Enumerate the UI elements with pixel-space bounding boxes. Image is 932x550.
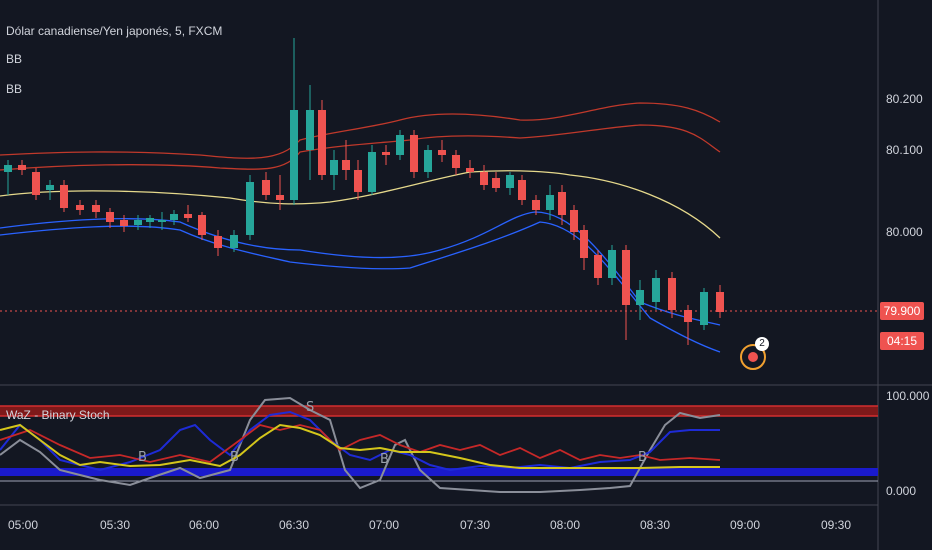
time-label: 06:00	[188, 518, 220, 532]
candle-body[interactable]	[214, 236, 222, 248]
candle-body[interactable]	[622, 250, 630, 305]
candle-body[interactable]	[92, 205, 100, 212]
candle-body[interactable]	[106, 212, 114, 222]
time-label: 07:30	[459, 518, 491, 532]
oscillator-title[interactable]: WaZ - Binary Stoch	[6, 408, 110, 422]
stoch-slow-line	[0, 396, 721, 493]
alert-badge[interactable]: 2	[740, 337, 769, 370]
candle-body[interactable]	[134, 220, 142, 225]
candle-body[interactable]	[342, 160, 350, 170]
time-label: 05:30	[99, 518, 131, 532]
time-label: 09:30	[820, 518, 852, 532]
candle-body[interactable]	[636, 290, 644, 305]
candle-body[interactable]	[452, 155, 460, 168]
candle-body[interactable]	[492, 178, 500, 188]
candle-body[interactable]	[290, 110, 298, 200]
candle-body[interactable]	[262, 180, 270, 195]
candle-body[interactable]	[546, 195, 554, 210]
candle-body[interactable]	[668, 278, 676, 310]
candle-body[interactable]	[4, 165, 12, 172]
symbol-title[interactable]: Dólar canadiense/Yen japonés, 5, FXCM	[6, 24, 223, 38]
candle-body[interactable]	[368, 152, 376, 192]
candle-body[interactable]	[684, 310, 692, 322]
bb-middle	[0, 170, 721, 239]
oscillator-tick: 0.000	[886, 484, 917, 498]
candle-body[interactable]	[410, 135, 418, 172]
candle-body[interactable]	[700, 292, 708, 325]
time-label: 05:00	[7, 518, 39, 532]
time-label: 06:30	[278, 518, 310, 532]
candle-body[interactable]	[532, 200, 540, 210]
alert-count: 2	[755, 337, 769, 351]
candle-body[interactable]	[246, 182, 254, 235]
candle-body[interactable]	[424, 150, 432, 172]
current-price-tag: 79.900	[880, 302, 924, 320]
buy-marker: B	[380, 452, 389, 467]
candle-body[interactable]	[18, 165, 26, 170]
candle-body[interactable]	[198, 215, 206, 235]
alert-icon	[748, 352, 758, 362]
price-tick: 80.000	[886, 225, 923, 239]
candle-body[interactable]	[60, 185, 68, 208]
candle-body[interactable]	[652, 278, 660, 302]
buy-marker: B	[638, 450, 647, 465]
candle-body[interactable]	[466, 168, 474, 172]
time-label: 08:30	[639, 518, 671, 532]
candle-body[interactable]	[170, 214, 178, 220]
candle-body[interactable]	[594, 255, 602, 278]
candle-body[interactable]	[438, 150, 446, 155]
candle-body[interactable]	[506, 175, 514, 188]
candlestick-series[interactable]	[4, 38, 724, 345]
candle-body[interactable]	[580, 230, 588, 258]
overbought-zone	[0, 406, 878, 416]
sell-marker: S	[306, 400, 315, 415]
bar-countdown: 04:15	[880, 332, 924, 350]
oversold-zone	[0, 468, 878, 476]
candle-body[interactable]	[396, 135, 404, 155]
bb-lower-inner	[0, 211, 721, 326]
indicator-bb-2[interactable]: BB	[6, 82, 23, 96]
candle-body[interactable]	[570, 210, 578, 232]
indicator-bb-1[interactable]: BB	[6, 52, 23, 66]
buy-marker: B	[230, 450, 239, 465]
bb-upper-inner	[0, 124, 721, 171]
candle-body[interactable]	[76, 205, 84, 210]
stoch-signal-line	[0, 423, 720, 469]
candle-body[interactable]	[32, 172, 40, 195]
time-label: 08:00	[549, 518, 581, 532]
candle-body[interactable]	[230, 235, 238, 248]
bb-upper-outer	[0, 102, 721, 159]
candle-body[interactable]	[318, 110, 326, 175]
candle-body[interactable]	[480, 172, 488, 185]
candle-body[interactable]	[184, 214, 192, 218]
candle-body[interactable]	[276, 195, 284, 200]
candle-body[interactable]	[306, 110, 314, 150]
candle-body[interactable]	[158, 220, 166, 222]
candle-body[interactable]	[46, 185, 54, 190]
price-tick: 80.200	[886, 92, 923, 106]
candle-body[interactable]	[120, 220, 128, 226]
stoch-d-line	[0, 424, 721, 463]
bb-lower-outer	[0, 221, 721, 353]
candle-body[interactable]	[608, 250, 616, 278]
oscillator-tick: 100.000	[886, 389, 930, 403]
candle-body[interactable]	[518, 180, 526, 200]
time-label: 07:00	[368, 518, 400, 532]
candle-body[interactable]	[146, 218, 154, 222]
buy-marker: B	[138, 450, 147, 465]
candle-body[interactable]	[716, 292, 724, 312]
candle-body[interactable]	[382, 152, 390, 155]
candle-body[interactable]	[558, 192, 566, 215]
price-tick: 80.100	[886, 143, 923, 157]
candle-body[interactable]	[330, 160, 338, 175]
candle-body[interactable]	[354, 170, 362, 192]
time-label: 09:00	[729, 518, 761, 532]
